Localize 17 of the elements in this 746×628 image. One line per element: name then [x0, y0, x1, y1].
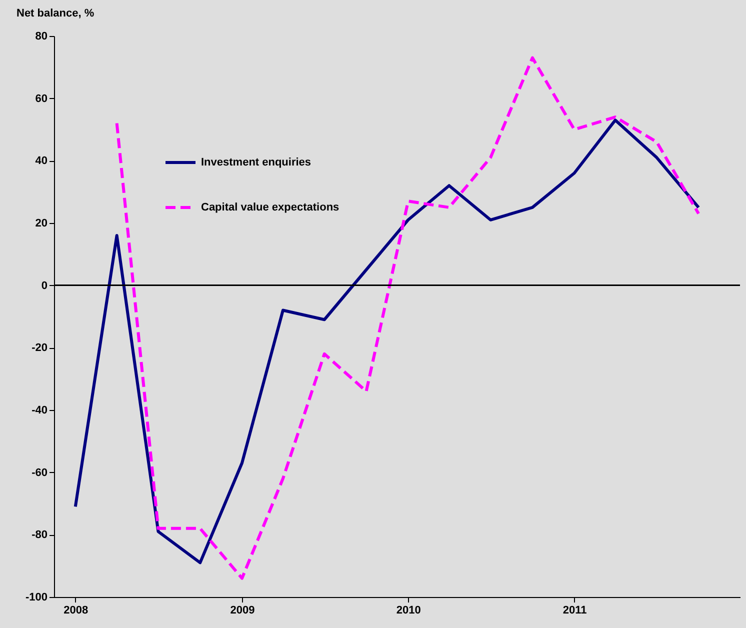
x-tick-label: 2009: [230, 604, 255, 616]
x-tick-label: 2010: [396, 604, 421, 616]
y-tick-label: -100: [25, 592, 48, 604]
x-tick-label: 2011: [562, 604, 587, 616]
y-tick-label: -20: [32, 342, 48, 354]
y-tick-label: 80: [35, 30, 48, 42]
legend-label: Capital value expectations: [201, 202, 340, 214]
legend-label: Investment enquiries: [201, 156, 312, 168]
y-tick-label: 0: [41, 280, 48, 292]
y-tick-label: 40: [35, 155, 48, 168]
y-tick-label: 20: [35, 218, 48, 230]
y-axis-title: Net balance, %: [16, 8, 94, 20]
y-tick-label: -60: [32, 466, 48, 479]
y-tick-label: -40: [32, 404, 48, 416]
y-tick-label: 60: [35, 92, 48, 105]
x-tick-label: 2008: [64, 604, 88, 616]
y-tick-label: -80: [32, 529, 48, 542]
